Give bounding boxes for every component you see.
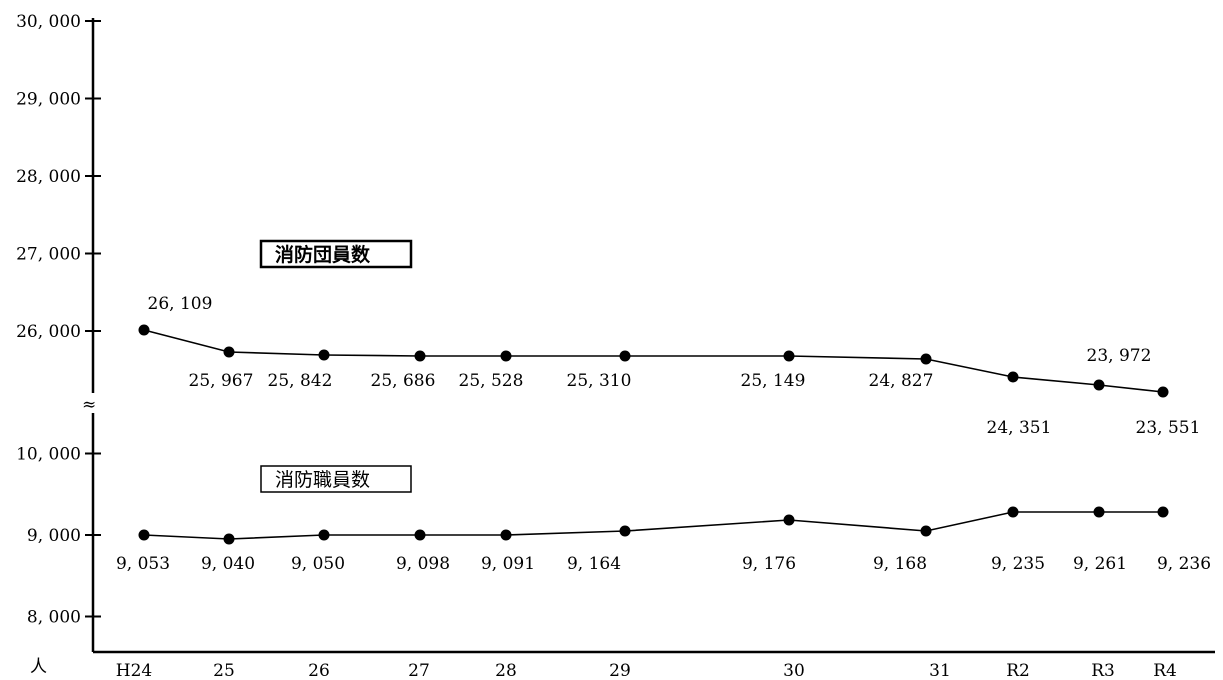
series-volunteer-point	[1007, 371, 1019, 383]
x-tick-label: 30	[783, 661, 805, 680]
y-tick-label: 8, 000	[27, 608, 81, 628]
y-tick-label: 10, 000	[16, 445, 81, 465]
series-staff-point	[783, 514, 795, 526]
x-axis-labels: H24 25 26 27 28 29 30 31 R2 R3 R4	[116, 661, 1177, 680]
series-volunteer-point	[223, 346, 235, 358]
series-staff-point	[223, 533, 235, 545]
data-label: 9, 164	[567, 554, 621, 574]
legend-label-firefighters-volunteer: 消防団員数	[275, 243, 371, 266]
data-label: 9, 235	[991, 554, 1045, 574]
legend-box-firefighters-staff	[260, 465, 412, 493]
series-volunteer-point	[138, 324, 150, 336]
series-staff-point	[318, 529, 330, 541]
y-tick-label: 26, 000	[16, 322, 81, 342]
series-staff-point	[619, 525, 631, 537]
data-label: 25, 149	[741, 371, 806, 391]
data-label: 25, 967	[189, 371, 254, 391]
series-staff-point	[920, 525, 932, 537]
data-label: 9, 176	[742, 554, 796, 574]
x-tick-label: 28	[495, 661, 517, 680]
x-tick-label: 27	[408, 661, 430, 680]
data-label: 9, 053	[116, 554, 170, 574]
y-axis-ticks: 26, 000 27, 000 28, 000 29, 000 30, 000 8, 00…	[16, 12, 101, 628]
series-volunteer-point	[920, 353, 932, 365]
series-staff-point	[1157, 506, 1169, 518]
y-tick-label: 30, 000	[16, 12, 81, 32]
series-staff-point	[1007, 506, 1019, 518]
data-label: 9, 261	[1073, 554, 1127, 574]
axes	[91, 18, 1215, 654]
data-label: 9, 236	[1157, 554, 1211, 574]
x-tick-label: R4	[1153, 661, 1177, 680]
series-staff-point	[414, 529, 426, 541]
x-tick-label: R2	[1006, 661, 1030, 680]
y-tick-label: 9, 000	[27, 526, 81, 546]
y-unit-label: 人	[30, 657, 47, 677]
data-label: 9, 168	[873, 554, 927, 574]
data-label: 9, 091	[481, 554, 535, 574]
series-staff-point	[500, 529, 512, 541]
data-label: 25, 528	[459, 371, 524, 391]
legend-label-firefighters-staff: 消防職員数	[275, 469, 370, 491]
x-tick-label: H24	[116, 661, 152, 680]
y-tick-label: 29, 000	[16, 90, 81, 110]
x-tick-label: 31	[929, 661, 951, 680]
data-label: 24, 351	[987, 418, 1052, 438]
x-tick-label: R3	[1091, 661, 1115, 680]
x-tick-label: 26	[308, 661, 330, 680]
series-volunteer-point	[318, 349, 330, 361]
data-label: 25, 310	[567, 371, 632, 391]
data-label: 9, 098	[396, 554, 450, 574]
data-label: 26, 109	[148, 294, 213, 314]
series-volunteer-point	[500, 350, 512, 362]
series-volunteer-point	[1093, 379, 1105, 391]
series-volunteer-point	[414, 350, 426, 362]
series-volunteer-point	[619, 350, 631, 362]
x-tick-label: 29	[609, 661, 631, 680]
series-staff-point	[138, 529, 150, 541]
data-labels: 26, 109 25, 967 25, 842 25, 686 25, 528 25, 3…	[116, 294, 1211, 574]
data-points	[138, 324, 1169, 545]
series-volunteer-point	[783, 350, 795, 362]
y-tick-label: 28, 000	[16, 167, 81, 187]
data-label: 23, 972	[1087, 346, 1152, 366]
data-label: 9, 040	[201, 554, 255, 574]
series-staff-point	[1093, 506, 1105, 518]
data-label: 24, 827	[869, 371, 934, 391]
data-label: 23, 551	[1136, 418, 1201, 438]
series-volunteer-point	[1157, 386, 1169, 398]
axis-break-symbol: ≈	[82, 395, 96, 415]
legend-box-firefighters-volunteer	[259, 239, 413, 269]
data-label: 25, 842	[268, 371, 333, 391]
data-label: 9, 050	[291, 554, 345, 574]
y-tick-label: 27, 000	[16, 245, 81, 265]
series-name-boxes: 消防団員数 消防職員数	[259, 239, 413, 493]
x-tick-label: 25	[213, 661, 235, 680]
data-label: 25, 686	[371, 371, 436, 391]
